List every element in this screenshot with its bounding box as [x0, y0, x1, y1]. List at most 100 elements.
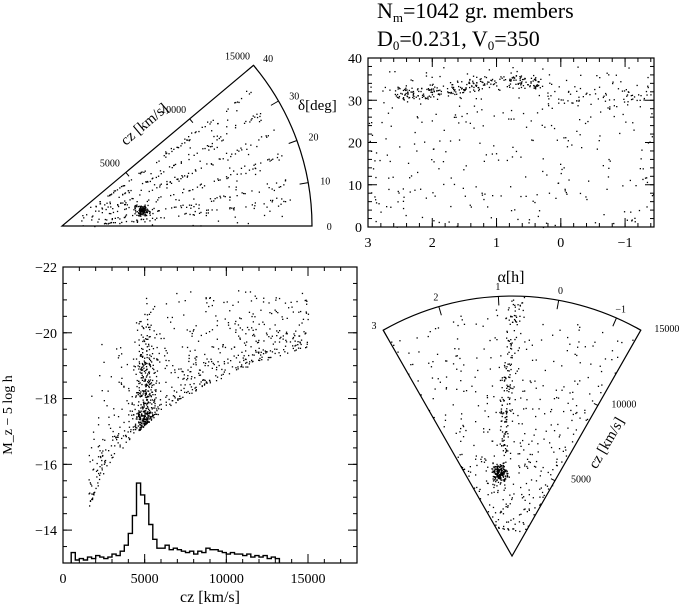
magnitude-point — [263, 340, 265, 342]
magnitude-point — [138, 418, 140, 420]
ra-wedge-point — [436, 353, 439, 355]
magnitude-point — [153, 330, 155, 332]
wedge-point — [155, 176, 157, 179]
magnitude-point — [89, 505, 91, 507]
magnitude-point — [127, 402, 130, 405]
magnitude-point — [259, 359, 261, 362]
ra-dec-point — [510, 72, 512, 74]
wedge-point — [254, 205, 256, 207]
wedge-point — [250, 119, 252, 121]
ra-wedge-point — [535, 387, 537, 389]
magnitude-point — [123, 385, 125, 387]
wedge-point — [203, 185, 206, 187]
magnitude-point — [212, 346, 215, 348]
ra-dec-point — [425, 75, 428, 77]
magnitude-point — [260, 309, 262, 311]
magnitude-point — [139, 424, 141, 426]
wedge-point — [250, 91, 252, 94]
wedge-point — [163, 217, 165, 219]
wedge-point — [204, 147, 206, 150]
ra-dec-point — [488, 81, 490, 83]
wedge-point — [175, 206, 177, 208]
magnitude-point — [146, 402, 149, 405]
wedge-point — [271, 188, 273, 190]
magnitude-point — [140, 372, 142, 374]
magnitude-point — [149, 392, 151, 395]
ra-wedge-point — [460, 370, 462, 372]
ra-wedge-point — [513, 330, 515, 332]
magnitude-point — [139, 422, 141, 424]
ra-wedge-point — [579, 326, 581, 328]
ra-wedge-point — [494, 512, 497, 514]
magnitude-point — [109, 427, 112, 429]
magnitude-point — [205, 382, 208, 384]
wedge-point — [152, 177, 154, 179]
ra-wedge-point — [487, 466, 489, 468]
magnitude-point — [99, 375, 101, 377]
magnitude-point — [143, 420, 145, 423]
magnitude-point — [133, 404, 135, 406]
ra-wedge-point — [495, 309, 498, 311]
ra-wedge-point — [500, 472, 502, 474]
ra-wedge-point — [506, 475, 509, 477]
magnitude-point — [152, 415, 155, 417]
ra-wedge-tick-label: 3 — [372, 321, 377, 332]
wedge-point — [145, 211, 147, 213]
magnitude-point — [99, 474, 101, 476]
ra-wedge-point — [499, 399, 501, 401]
magnitude-point — [142, 408, 144, 410]
magnitude-point — [138, 361, 140, 363]
ra-wedge-point — [484, 410, 486, 412]
ra-dec-point — [538, 210, 541, 212]
ra-dec-point — [537, 85, 539, 87]
ra-dec-point — [437, 89, 440, 92]
magnitude-point — [254, 335, 256, 337]
ra-dec-point — [462, 92, 464, 94]
ra-wedge-point — [524, 465, 526, 467]
ra-wedge-point — [514, 338, 516, 341]
ra-wedge-point — [611, 350, 614, 352]
wedge-point — [114, 190, 117, 192]
magnitude-point — [203, 362, 205, 364]
ra-dec-point — [629, 179, 631, 182]
wedge-point — [138, 212, 140, 214]
ra-dec-point — [430, 96, 432, 98]
ra-wedge-point — [510, 348, 513, 350]
ra-dec-point — [517, 83, 519, 85]
ra-dec-point — [410, 91, 412, 93]
wedge-point — [149, 180, 151, 183]
ra-dec-point — [576, 100, 578, 102]
ra-dec-point — [452, 92, 454, 95]
magnitude-point — [148, 372, 150, 375]
ra-wedge-point — [518, 308, 520, 310]
ra-wedge-point — [514, 352, 516, 354]
magnitude-point — [142, 369, 144, 371]
ra-wedge-point — [516, 370, 518, 372]
ra-wedge-point — [506, 472, 508, 474]
ra-wedge-point — [559, 434, 561, 436]
ra-wedge-point — [475, 391, 477, 393]
magnitude-point — [141, 377, 143, 379]
magnitude-point — [269, 350, 272, 352]
ra-dec-point — [594, 88, 596, 91]
wedge-point — [82, 215, 84, 217]
magnitude-point — [217, 361, 219, 363]
magnitude-point — [153, 357, 155, 360]
ra-wedge-point — [584, 346, 586, 348]
ra-wedge-point — [566, 350, 568, 352]
magnitude-point — [138, 363, 141, 365]
ra-dec-point — [623, 211, 626, 213]
magnitude-point — [143, 417, 145, 419]
magnitude-point — [134, 366, 136, 368]
wedge-point — [206, 145, 209, 147]
ra-wedge-point — [513, 493, 515, 495]
wedge-point — [101, 212, 103, 214]
ra-dec-point — [521, 81, 523, 83]
ra-wedge-point — [540, 339, 543, 341]
ra-dec-point — [460, 97, 462, 100]
ra-dec-point — [586, 92, 588, 94]
magnitude-point — [151, 415, 154, 417]
magnitude-point — [266, 334, 268, 336]
ra-wedge-point — [499, 476, 501, 478]
wedge-cz-tick-label: 5000 — [100, 158, 120, 169]
